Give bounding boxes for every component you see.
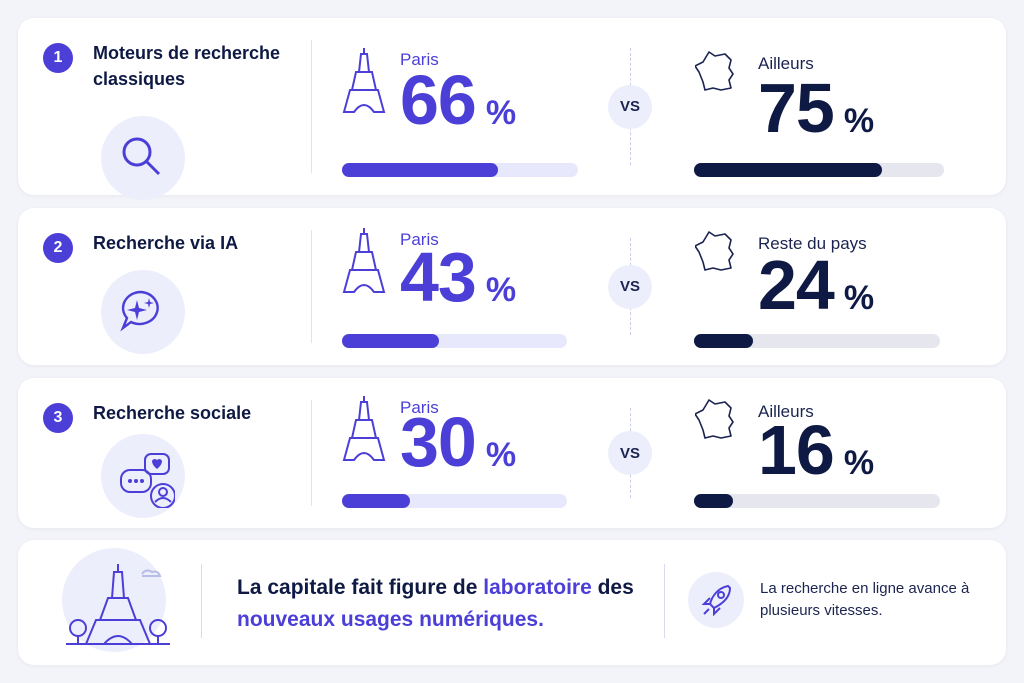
paris-bar-track: [342, 163, 578, 177]
unit: %: [843, 102, 875, 140]
row-icon-circle: [101, 270, 185, 354]
row-card: 2 Recherche via IA VS Paris 43% Reste du pays…: [18, 208, 1006, 365]
footer-icon-circle: [62, 548, 166, 652]
other-bar-track: [694, 163, 944, 177]
rocket-icon-circle: [688, 572, 744, 628]
divider: [201, 564, 202, 638]
divider: [311, 40, 312, 173]
other-value: 24: [758, 246, 835, 324]
other-value: 16: [758, 411, 835, 489]
row-icon: [120, 453, 175, 508]
eiffel-icon: [342, 396, 386, 461]
paris-value: 43: [400, 238, 477, 316]
vs-badge: VS: [608, 264, 652, 309]
other-bar: [694, 334, 754, 348]
headline-highlight: laboratoire: [483, 576, 592, 599]
other-label: Ailleurs: [758, 54, 814, 73]
row-title: Recherche via IA: [93, 233, 239, 253]
paris-value-group: 30%: [400, 407, 516, 477]
paris-value-group: 43%: [400, 242, 516, 312]
paris-label: Paris: [400, 398, 439, 417]
unit: %: [485, 94, 517, 132]
other-bar: [694, 163, 882, 177]
paris-label: Paris: [400, 230, 439, 249]
unit: %: [843, 279, 875, 317]
paris-value: 30: [400, 403, 477, 481]
paris-value-group: 66%: [400, 65, 516, 135]
headline-text: .: [538, 608, 544, 631]
paris-bar: [342, 163, 498, 177]
france-icon: [695, 51, 734, 91]
row-icon: [120, 290, 159, 332]
paris-bar-track: [342, 494, 567, 508]
divider: [311, 230, 312, 343]
divider: [664, 564, 665, 638]
other-label: Ailleurs: [758, 402, 814, 421]
row-icon-circle: [101, 116, 185, 200]
headline-text: La capitale fait figure de: [237, 576, 484, 599]
rocket-icon: [701, 584, 732, 617]
row-card: 3 Recherche sociale VS Paris 30% Ailleurs 16%: [18, 378, 1006, 528]
footer-note: La recherche en ligne avance à plusieurs…: [760, 580, 970, 619]
footer-card: La capitale fait figure de laboratoire d…: [18, 540, 1006, 665]
other-value-group: 16%: [758, 415, 874, 485]
row-card: 1 Moteurs de recherche classiques VS Paris 6…: [18, 18, 1006, 200]
eiffel-icon: [342, 228, 386, 293]
other-value-group: 75%: [758, 73, 874, 143]
france-icon: [695, 231, 734, 271]
unit: %: [485, 271, 517, 309]
eiffel-icon: [342, 48, 386, 113]
other-value: 75: [758, 69, 835, 147]
footer-eiffel-icon: [66, 564, 170, 645]
footer-headline: La capitale fait figure de laboratoire d…: [237, 572, 657, 636]
row-title: Moteurs de recherche classiques: [93, 43, 281, 89]
other-bar-track: [694, 334, 940, 348]
paris-bar: [342, 494, 410, 508]
row-icon: [122, 137, 161, 176]
headline-text: des: [591, 576, 634, 599]
unit: %: [485, 436, 517, 474]
france-icon: [695, 399, 734, 439]
unit: %: [843, 444, 875, 482]
headline-highlight: nouveaux usages numériques: [237, 608, 539, 631]
vs-badge: VS: [608, 84, 652, 129]
paris-bar: [342, 334, 439, 348]
row-number: 2: [43, 233, 73, 263]
vs-badge: VS: [608, 431, 652, 475]
paris-value: 66: [400, 61, 477, 139]
other-label: Reste du pays: [758, 234, 867, 253]
row-number: 3: [43, 403, 73, 433]
divider: [311, 400, 312, 506]
other-bar-track: [694, 494, 940, 508]
other-value-group: 24%: [758, 250, 874, 320]
row-title: Recherche sociale: [93, 403, 252, 423]
other-bar: [694, 494, 734, 508]
row-number: 1: [43, 43, 73, 73]
paris-bar-track: [342, 334, 567, 348]
paris-label: Paris: [400, 50, 439, 69]
